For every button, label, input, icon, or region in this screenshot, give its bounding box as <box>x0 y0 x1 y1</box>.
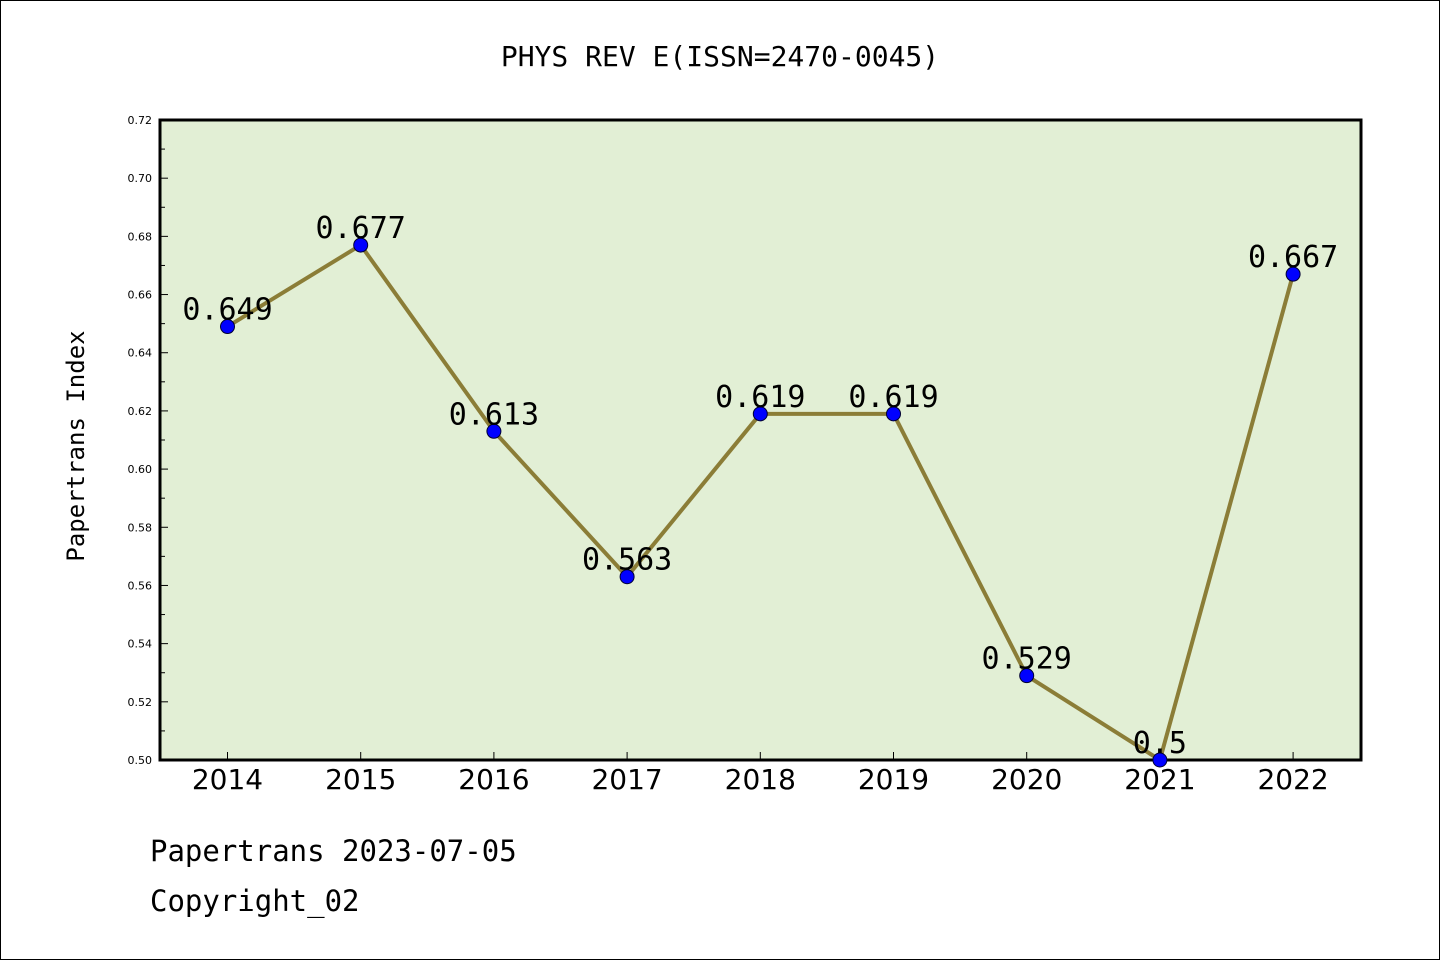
data-point <box>886 406 901 422</box>
data-point <box>486 423 502 439</box>
y-tick-label: 0.70 <box>128 172 153 185</box>
plot-area <box>158 118 1363 762</box>
x-tick-label: 2018 <box>725 763 796 796</box>
y-tick-label: 0.66 <box>128 289 153 302</box>
data-point <box>1019 668 1035 684</box>
y-tick-label: 0.68 <box>128 230 153 243</box>
data-point <box>752 406 768 422</box>
y-tick-label: 0.58 <box>128 521 153 534</box>
x-tick-label: 2021 <box>1124 763 1195 796</box>
data-label: 0.5 <box>1133 726 1187 761</box>
series-group <box>220 237 1301 768</box>
data-label: 0.563 <box>582 543 672 578</box>
x-tick-label: 2016 <box>458 763 529 796</box>
data-label: 0.529 <box>982 642 1072 677</box>
y-axis-ticks: 0.50 0.52 0.54 0.56 0.58 0.60 0.62 0.64 0.66 0.68… <box>128 114 168 767</box>
data-label: 0.619 <box>848 380 938 415</box>
data-point <box>220 319 235 335</box>
x-tick-label: 2022 <box>1257 763 1328 796</box>
y-tick-label: 0.60 <box>128 463 153 476</box>
x-axis-ticks: 2014 2015 2016 2017 2018 2019 2020 2021 2022 <box>192 752 1329 796</box>
data-label: 0.613 <box>449 397 539 432</box>
y-tick-label: 0.62 <box>128 405 153 418</box>
footer-date: Papertrans 2023-07-05 <box>150 834 517 868</box>
y-tick-label: 0.52 <box>128 696 153 709</box>
y-tick-label: 0.56 <box>128 579 153 592</box>
data-label: 0.667 <box>1248 240 1338 275</box>
chart-title: PHYS REV E(ISSN=2470-0045) <box>501 40 939 73</box>
x-tick-label: 2019 <box>858 763 929 796</box>
data-labels: 0.649 0.677 0.613 0.563 0.619 0.619 0.529 0.5 0.… <box>182 211 1338 761</box>
x-tick-label: 2017 <box>591 763 662 796</box>
data-point <box>353 237 369 253</box>
footer-copyright: Copyright_02 <box>150 884 360 918</box>
y-tick-label: 0.64 <box>128 347 153 360</box>
y-axis-label: Papertrans Index <box>62 330 90 561</box>
data-point <box>1152 752 1168 768</box>
data-point <box>1285 266 1301 282</box>
y-tick-label: 0.72 <box>128 114 153 127</box>
data-label: 0.649 <box>182 293 272 328</box>
data-point <box>619 569 635 585</box>
data-label: 0.619 <box>715 380 805 415</box>
data-label: 0.677 <box>316 211 406 246</box>
x-tick-label: 2015 <box>325 763 396 796</box>
y-tick-label: 0.54 <box>128 638 153 651</box>
x-tick-label: 2020 <box>991 763 1062 796</box>
x-tick-label: 2014 <box>192 763 263 796</box>
y-tick-label: 0.50 <box>128 754 153 767</box>
